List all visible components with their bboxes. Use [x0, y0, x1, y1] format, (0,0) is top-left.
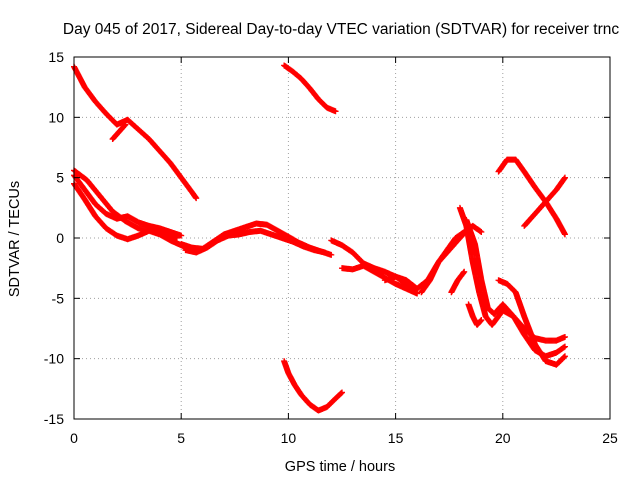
data-point	[561, 343, 568, 350]
axis-ticks: 0 5 10 15 20 25 15 10 5 0 -5 -10 -15	[44, 49, 618, 446]
data-point	[122, 121, 129, 128]
data-points	[71, 62, 568, 414]
data-point	[173, 235, 180, 241]
data-point	[561, 174, 568, 181]
x-tick-label: 10	[281, 430, 297, 446]
series-arc10	[182, 227, 328, 256]
y-tick-label: 5	[56, 170, 64, 186]
series-arc6	[71, 172, 185, 239]
y-tick-label: -15	[44, 411, 64, 427]
data-point	[328, 251, 335, 258]
data-point	[178, 232, 185, 239]
data-point	[561, 353, 568, 360]
data-point	[561, 231, 568, 238]
y-tick-label: 10	[48, 109, 64, 125]
series-arc19	[465, 301, 485, 328]
y-tick-label: -10	[44, 351, 64, 367]
series-arc17	[463, 216, 568, 360]
series-arc5	[521, 174, 568, 229]
series-arc15	[448, 268, 468, 296]
data-point	[339, 389, 345, 396]
series-arc3	[281, 358, 345, 414]
data-point	[321, 249, 328, 256]
y-tick-label: 15	[48, 49, 64, 65]
y-axis-label: SDTVAR / TECUs	[7, 181, 23, 297]
y-tick-label: 0	[56, 230, 64, 246]
series-arc1b	[109, 121, 129, 143]
data-point	[478, 228, 485, 235]
x-tick-label: 20	[495, 430, 511, 446]
series-arc18	[495, 277, 568, 368]
y-tick-label: -5	[52, 290, 65, 306]
data-point	[193, 195, 200, 202]
x-tick-label: 15	[388, 430, 404, 446]
x-tick-label: 25	[602, 430, 618, 446]
chart-title: Day 045 of 2017, Sidereal Day-to-day VTE…	[63, 21, 619, 38]
series-arc2	[281, 62, 339, 115]
data-point	[561, 353, 568, 360]
data-point	[561, 333, 568, 340]
data-point	[332, 108, 339, 115]
series-arc8	[71, 167, 180, 241]
data-point	[338, 390, 345, 397]
series-arc1	[71, 63, 200, 202]
x-tick-label: 5	[177, 430, 185, 446]
data-point	[478, 317, 485, 324]
x-tick-label: 0	[70, 430, 78, 446]
data-point	[461, 268, 468, 275]
x-axis-label: GPS time / hours	[285, 459, 395, 475]
